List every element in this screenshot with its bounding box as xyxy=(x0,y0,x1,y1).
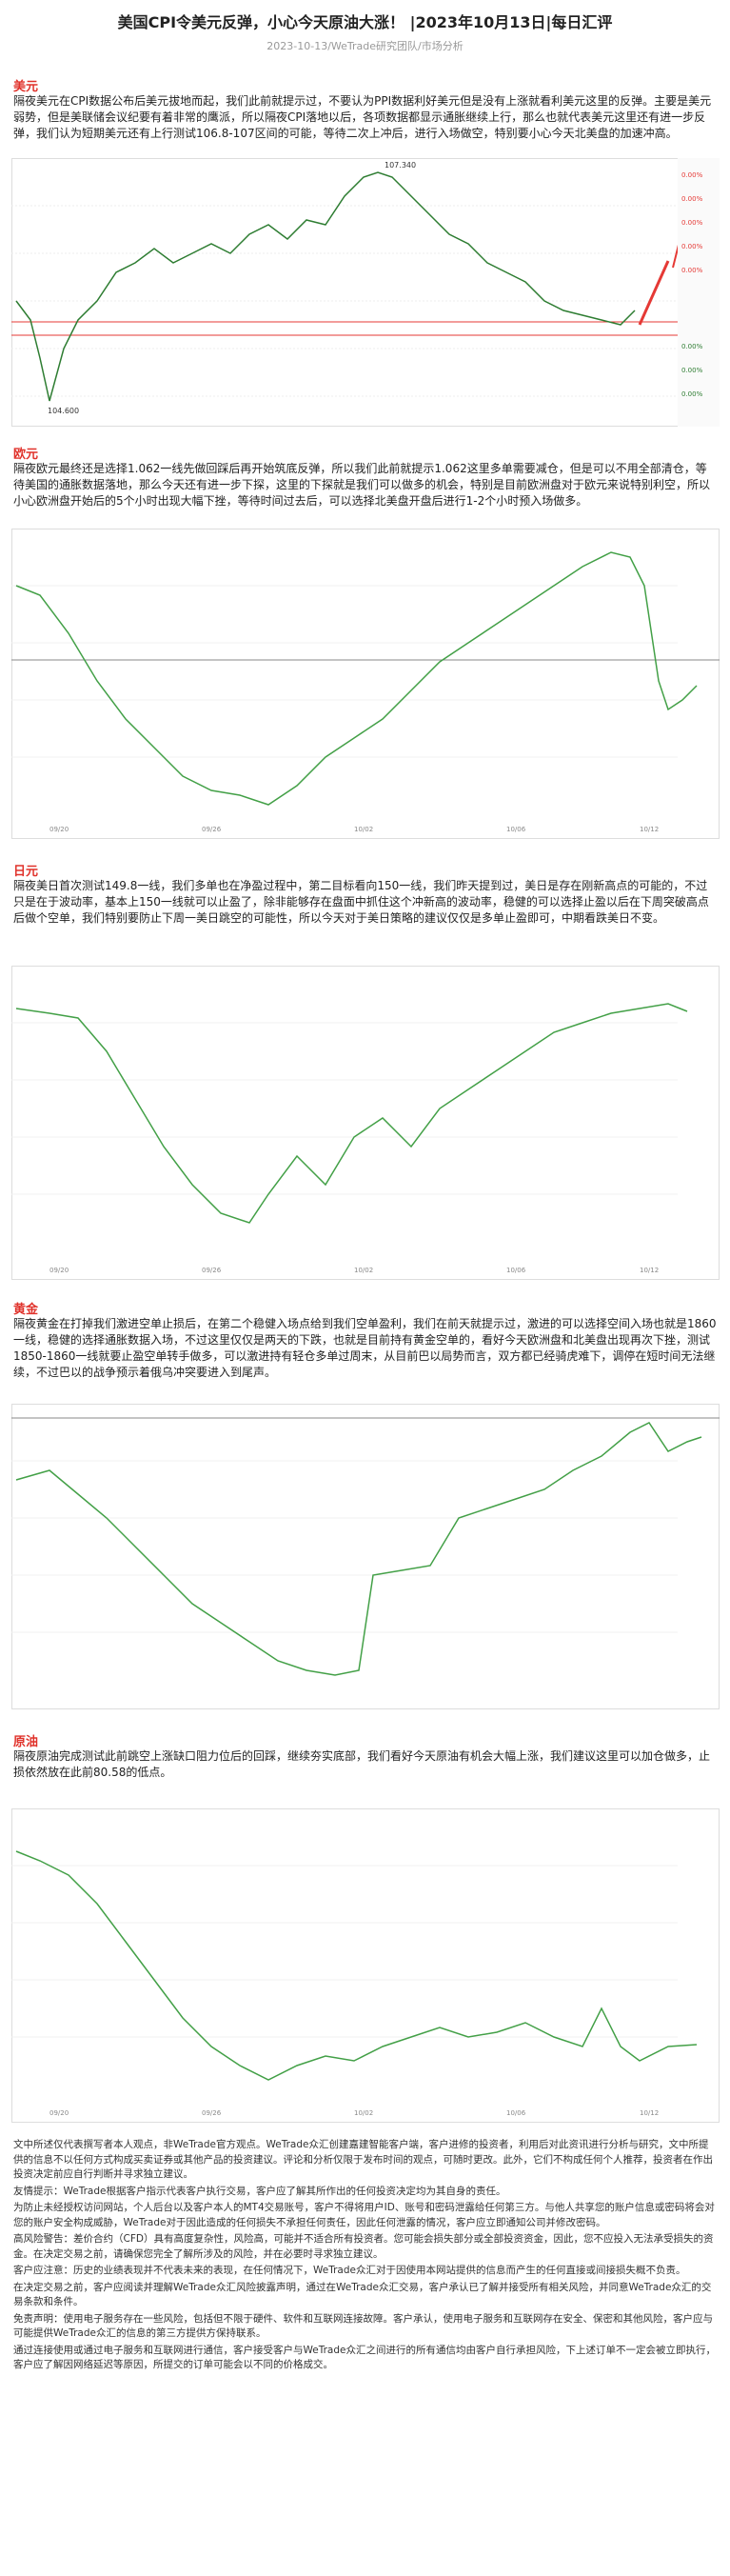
chart-label: 104.600 xyxy=(48,407,79,415)
section-heading: 美元 xyxy=(13,80,39,94)
section-paragraph: 隔夜欧元最终还是选择1.062一线先做回踩后再开始筑底反弹，所以我们此前就提示1… xyxy=(13,462,711,508)
svg-text:0.00%: 0.00% xyxy=(681,343,703,350)
svg-text:10/12: 10/12 xyxy=(640,2109,659,2117)
chart-image: 0.00% 0.00% 0.00% 0.00% 0.00% 0.00% 0.00% 0.00… xyxy=(11,158,720,427)
title: 美国CPI令美元反弹，小心今天原油大涨！ |2023年10月13日|每日汇评 xyxy=(117,13,613,31)
svg-text:0.00%: 0.00% xyxy=(681,243,703,250)
chart-image: 09/20 09/26 10/02 10/06 10/12 xyxy=(11,1808,720,2123)
disclaimer-paragraph: 免责声明：使用电子服务存在一些风险，包括但不限于硬件、软件和互联网连接故障。客户… xyxy=(13,2312,713,2340)
svg-text:10/06: 10/06 xyxy=(506,826,526,833)
disclaimer-paragraph: 客户应注意：历史的业绩表现并不代表未来的表现，在任何情况下，WeTrade众汇对… xyxy=(13,2265,686,2276)
disclaimer-paragraph: 友情提示：WeTrade根据客户指示代表客户执行交易，客户应了解其所作出的任何投… xyxy=(13,2185,506,2197)
section-paragraph: 隔夜原油完成测试此前跳空上涨缺口阻力位后的回踩，继续夯实底部，我们看好今天原油有… xyxy=(13,1749,711,1779)
svg-text:10/02: 10/02 xyxy=(354,826,373,833)
section-paragraph: 隔夜美日首次测试149.8一线，我们多单也在净盈过程中，第二目标看向150一线，… xyxy=(13,879,709,925)
disclaimer-paragraph: 通过连接使用或通过电子服务和互联网进行通信，客户接受客户与WeTrade众汇之间… xyxy=(13,2344,716,2371)
svg-text:09/26: 09/26 xyxy=(202,2109,222,2117)
chart-label: 107.340 xyxy=(385,161,416,170)
svg-text:0.00%: 0.00% xyxy=(681,171,703,179)
chart-image: 09/20 09/26 10/02 10/06 10/12 xyxy=(11,529,720,839)
disclaimer-paragraph: 在决定交易之前，客户应阅读并理解WeTrade众汇风险披露声明，通过在WeTra… xyxy=(13,2281,712,2308)
section-heading: 日元 xyxy=(13,865,39,879)
svg-text:09/20: 09/20 xyxy=(49,1267,69,1274)
section-paragraph: 隔夜美元在CPI数据公布后美元拔地而起，我们此前就提示过，不要认为PPI数据利好… xyxy=(13,94,712,140)
disclaimer: 文中所述仅代表撰写者本人观点，非WeTrade官方观点。WeTrade众汇创建嘉… xyxy=(13,2138,718,2375)
chart-image xyxy=(11,1404,720,1709)
disclaimer-paragraph: 为防止未经授权访问网站，个人后台以及客户本人的MT4交易账号，客户不得将用户ID… xyxy=(13,2202,715,2228)
svg-text:0.00%: 0.00% xyxy=(681,195,703,203)
svg-text:0.00%: 0.00% xyxy=(681,267,703,274)
svg-text:0.00%: 0.00% xyxy=(681,219,703,227)
svg-text:10/06: 10/06 xyxy=(506,2109,526,2117)
svg-text:10/02: 10/02 xyxy=(354,2109,373,2117)
svg-text:10/12: 10/12 xyxy=(640,1267,659,1274)
subtitle: 2023-10-13/WeTrade研究团队/市场分析 xyxy=(266,40,464,52)
svg-text:0.00%: 0.00% xyxy=(681,367,703,374)
section-heading: 原油 xyxy=(13,1735,39,1749)
svg-text:10/12: 10/12 xyxy=(640,826,659,833)
section-heading: 欧元 xyxy=(13,448,39,462)
svg-text:09/26: 09/26 xyxy=(202,1267,222,1274)
svg-text:10/06: 10/06 xyxy=(506,1267,526,1274)
svg-text:10/02: 10/02 xyxy=(354,1267,373,1274)
svg-text:09/26: 09/26 xyxy=(202,826,222,833)
section-paragraph: 隔夜黄金在打掉我们激进空单止损后，在第二个稳健入场点给到我们空单盈利，我们在前天… xyxy=(13,1317,717,1379)
section-heading: 黄金 xyxy=(13,1303,39,1317)
svg-text:0.00%: 0.00% xyxy=(681,390,703,398)
svg-text:09/20: 09/20 xyxy=(49,826,69,833)
disclaimer-paragraph: 文中所述仅代表撰写者本人观点，非WeTrade官方观点。WeTrade众汇创建嘉… xyxy=(13,2139,713,2180)
svg-text:09/20: 09/20 xyxy=(49,2109,69,2117)
disclaimer-paragraph: 高风险警告：差价合约（CFD）具有高度复杂性，风险高，可能并不适合所有投资者。您… xyxy=(13,2233,714,2260)
chart-image: 09/20 09/26 10/02 10/06 10/12 xyxy=(11,966,720,1280)
